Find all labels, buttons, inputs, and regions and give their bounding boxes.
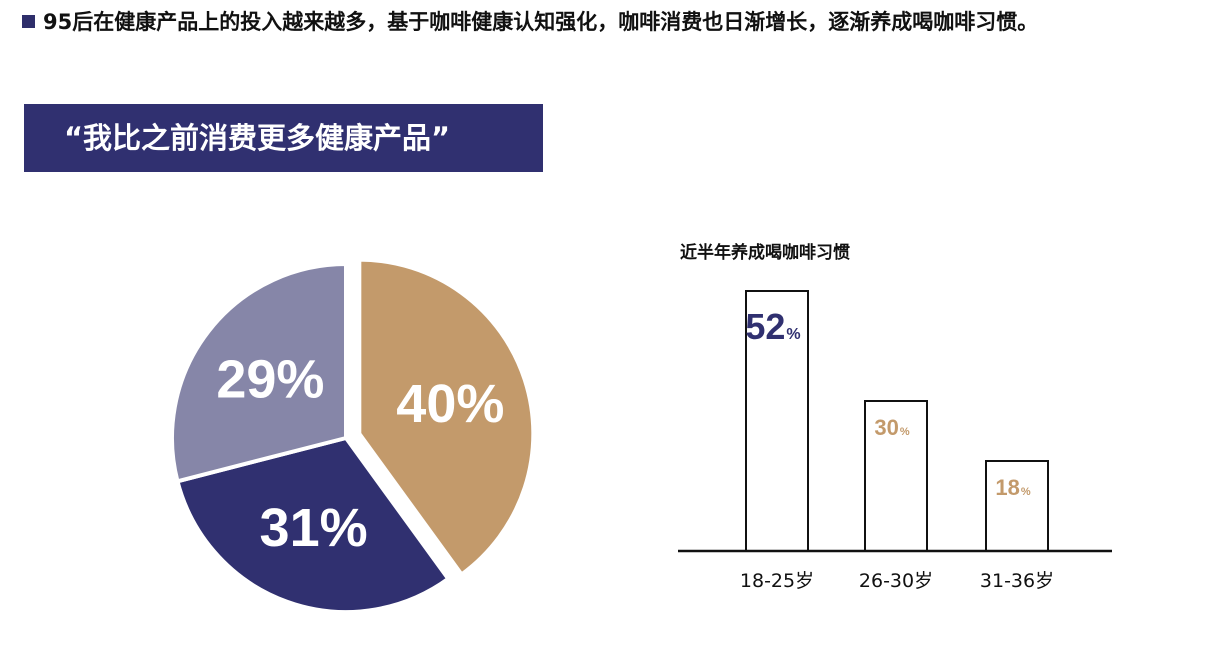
headline: 95后在健康产品上的投入越来越多，基于咖啡健康认知强化，咖啡消费也日渐增长，逐渐… — [22, 6, 1217, 38]
square-bullet-icon — [22, 15, 35, 28]
pie-label-2: 31% — [260, 498, 368, 558]
pie-slice-2 — [175, 436, 451, 614]
x-tick-label-3: 31-36岁 — [980, 570, 1054, 592]
pie-label-3: 29% — [216, 349, 324, 409]
banner-title: “我比之前消费更多健康产品” — [24, 104, 543, 172]
pie-label-1: 40% — [396, 374, 504, 434]
pie-slice-3 — [170, 262, 348, 484]
bar-value-label-1: 52% — [745, 306, 800, 347]
x-tick-label-1: 18-25岁 — [740, 570, 814, 592]
bar-value-label-3: 18% — [995, 475, 1030, 500]
bar-chart: 近半年养成喝咖啡习惯 52% 18-25岁 30% 26-30岁 18% 31-36岁 — [678, 242, 1112, 592]
pie-slice-1 — [357, 257, 536, 577]
bar-3 — [985, 460, 1049, 552]
bar-value-label-2: 30% — [874, 415, 909, 440]
x-tick-label-2: 26-30岁 — [859, 570, 933, 592]
pie-chart: 40% 31% 29% — [170, 257, 536, 614]
bar-chart-title: 近半年养成喝咖啡习惯 — [680, 242, 850, 263]
headline-text: 95后在健康产品上的投入越来越多，基于咖啡健康认知强化，咖啡消费也日渐增长，逐渐… — [43, 10, 1039, 34]
